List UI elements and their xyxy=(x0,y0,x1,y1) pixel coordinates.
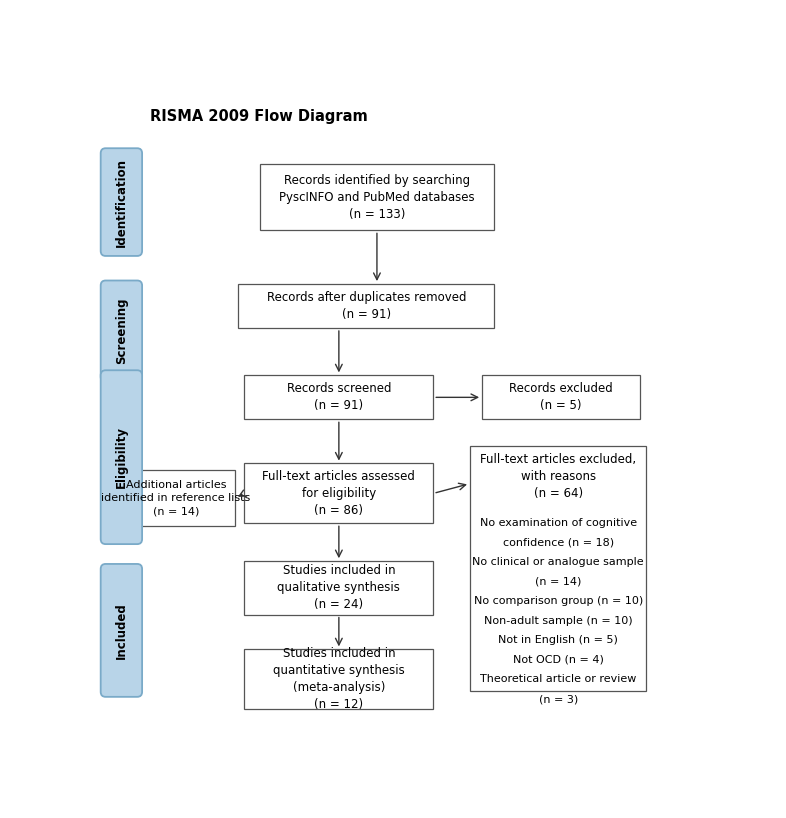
Text: Identification: Identification xyxy=(115,158,128,246)
Text: No clinical or analogue sample: No clinical or analogue sample xyxy=(472,557,644,568)
FancyBboxPatch shape xyxy=(101,371,142,544)
Text: Records excluded
(n = 5): Records excluded (n = 5) xyxy=(509,382,613,412)
Bar xyxy=(244,561,433,614)
Text: Theoretical article or review: Theoretical article or review xyxy=(480,675,637,685)
Text: Eligibility: Eligibility xyxy=(115,426,128,488)
Text: Records identified by searching
PyscINFO and PubMed databases
(n = 133): Records identified by searching PyscINFO… xyxy=(279,174,475,221)
Text: Studies included in
qualitative synthesis
(n = 24): Studies included in qualitative synthesi… xyxy=(277,564,400,611)
FancyBboxPatch shape xyxy=(101,148,142,256)
Bar xyxy=(259,164,494,231)
Bar xyxy=(244,649,433,709)
Text: No examination of cognitive: No examination of cognitive xyxy=(479,519,637,528)
Text: Full-text articles excluded,
with reasons
(n = 64): Full-text articles excluded, with reason… xyxy=(480,453,636,501)
Text: No comparison group (n = 10): No comparison group (n = 10) xyxy=(473,596,643,606)
Text: (n = 14): (n = 14) xyxy=(535,577,582,587)
Text: Records screened
(n = 91): Records screened (n = 91) xyxy=(287,382,391,412)
Text: Included: Included xyxy=(115,602,128,658)
Text: RISMA 2009 Flow Diagram: RISMA 2009 Flow Diagram xyxy=(150,110,368,124)
Text: Non-adult sample (n = 10): Non-adult sample (n = 10) xyxy=(484,616,633,626)
Text: Not in English (n = 5): Not in English (n = 5) xyxy=(498,636,618,645)
FancyBboxPatch shape xyxy=(101,281,142,382)
Text: Records after duplicates removed
(n = 91): Records after duplicates removed (n = 91… xyxy=(266,291,466,321)
FancyBboxPatch shape xyxy=(101,564,142,697)
Text: Studies included in
quantitative synthesis
(meta-analysis)
(n = 12): Studies included in quantitative synthes… xyxy=(273,647,405,711)
Text: Not OCD (n = 4): Not OCD (n = 4) xyxy=(512,655,604,665)
Text: Additional articles
identified in reference lists
(n = 14): Additional articles identified in refere… xyxy=(101,480,251,516)
Bar xyxy=(244,375,433,420)
Bar xyxy=(244,464,433,524)
Text: confidence (n = 18): confidence (n = 18) xyxy=(502,537,614,548)
Bar xyxy=(116,470,235,527)
Bar xyxy=(238,284,494,328)
Text: Full-text articles assessed
for eligibility
(n = 86): Full-text articles assessed for eligibil… xyxy=(263,470,415,517)
Bar xyxy=(470,446,646,691)
Text: (n = 3): (n = 3) xyxy=(538,694,578,704)
Text: Screening: Screening xyxy=(115,298,128,365)
Bar xyxy=(482,375,641,420)
